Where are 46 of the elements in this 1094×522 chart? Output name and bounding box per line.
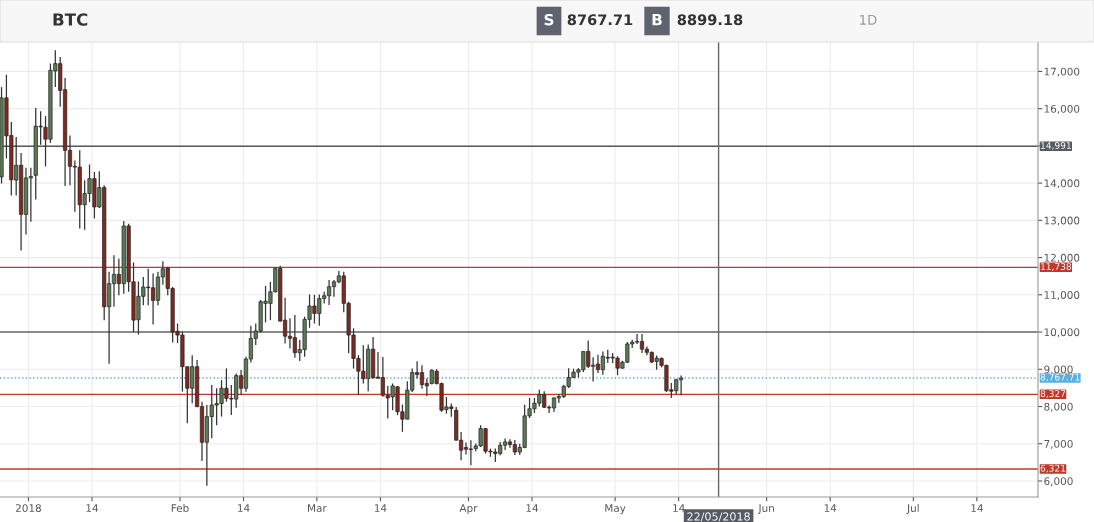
x-tick-label: Feb: [171, 503, 189, 513]
x-tick-label: 14: [971, 504, 983, 512]
candlestick: [287, 317, 293, 350]
ref-line-label: 11,738: [1041, 263, 1072, 271]
y-tick-label: 10,000: [1044, 328, 1080, 338]
x-tick-label: 2018: [15, 504, 41, 513]
x-tick-label: Jul: [906, 503, 919, 514]
text: 8767.71: [567, 14, 633, 26]
y-tick-label: 9,000: [1044, 365, 1073, 375]
x-tick-label: 14: [526, 504, 539, 512]
ref-line-label: 22/05/2018: [687, 512, 750, 522]
candlestick: [507, 438, 513, 449]
x-tick-label: 14: [238, 504, 250, 512]
y-tick-label: 14,000: [1044, 179, 1080, 189]
ref-line-label: 6,321: [1040, 464, 1066, 473]
x-tick-label: 14: [673, 504, 685, 512]
candlestick: [639, 333, 645, 354]
candlestick: [595, 354, 601, 374]
x-tick-label: Jun: [757, 504, 774, 514]
x-tick-label: Mar: [308, 504, 327, 513]
y-tick-label: 16,000: [1044, 104, 1080, 114]
candlestick: [463, 441, 469, 456]
y-tick-label: 11,000: [1044, 291, 1080, 300]
candlestick: [331, 279, 337, 298]
text: S: [544, 13, 554, 26]
y-tick-label: 7,000: [1044, 439, 1073, 449]
y-tick-label: 12,000: [1044, 253, 1080, 263]
text: B: [652, 14, 662, 26]
candlestick: [111, 254, 117, 308]
y-tick-label: 17,000: [1044, 67, 1080, 77]
candlestick: [419, 364, 425, 390]
chart-title: BTC: [53, 13, 88, 26]
y-tick-label: 6,000: [1044, 477, 1073, 487]
x-tick-label: 14: [824, 504, 837, 512]
x-tick-label: 14: [374, 504, 387, 512]
ref-line-label: 8,327: [1040, 390, 1066, 398]
ref-line-label: 8,767.71: [1040, 373, 1080, 382]
text: 8899.18: [677, 14, 743, 26]
text: 1D: [860, 15, 877, 25]
y-tick-label: 13,000: [1044, 216, 1080, 226]
x-tick-label: Apr: [459, 504, 478, 515]
ref-line-label: 14,991: [1041, 142, 1071, 150]
candlestick: [155, 271, 161, 306]
x-tick-label: May: [605, 504, 626, 515]
x-tick-label: 14: [86, 504, 99, 512]
y-tick-label: 8,000: [1044, 402, 1073, 412]
